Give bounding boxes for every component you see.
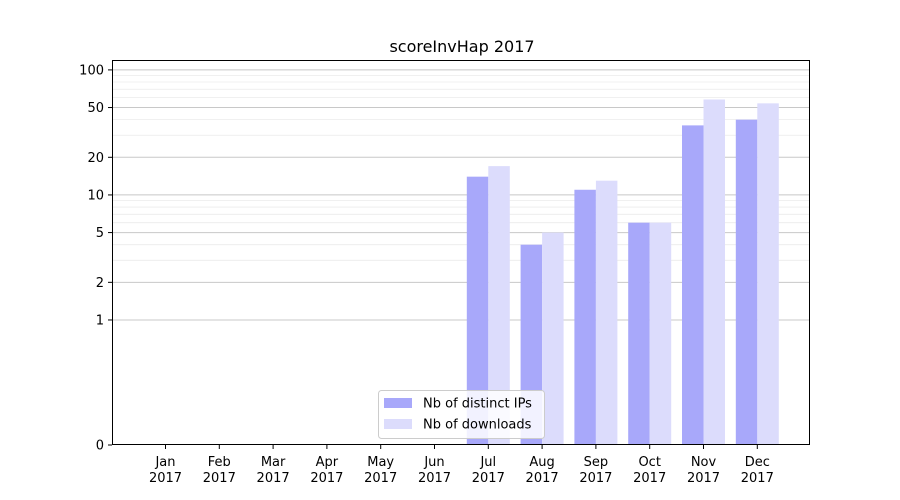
bar bbox=[574, 189, 596, 445]
x-tick-label: Dec 2017 bbox=[741, 455, 774, 486]
x-tick-label: Jul 2017 bbox=[472, 455, 505, 486]
x-tick-label: Sep 2017 bbox=[579, 455, 612, 486]
legend-label: Nb of downloads bbox=[423, 418, 532, 433]
legend-box bbox=[378, 390, 545, 439]
bar bbox=[595, 180, 618, 445]
y-tick-label: 0 bbox=[96, 439, 104, 454]
y-axis: 0 1 2 5 10 20 50 100 bbox=[79, 63, 112, 454]
plot-frame bbox=[112, 60, 810, 445]
legend-swatch bbox=[384, 398, 412, 408]
y-tick-label: 5 bbox=[96, 226, 104, 241]
y-tick-label: 50 bbox=[87, 101, 104, 116]
legend-label: Nb of distinct IPs bbox=[423, 397, 532, 412]
y-tick-label: 2 bbox=[96, 276, 104, 291]
y-tick-label: 20 bbox=[87, 151, 104, 166]
bar bbox=[649, 222, 672, 445]
chart-title: scoreInvHap 2017 bbox=[389, 37, 534, 56]
x-tick-label: Jan 2017 bbox=[149, 455, 182, 486]
bar bbox=[735, 119, 758, 446]
x-axis: Jan 2017 Feb 2017 Mar 2017 Apr 2017 May 2017 Jun 20… bbox=[149, 445, 774, 486]
x-tick-label: Mar 2017 bbox=[257, 455, 290, 486]
bar bbox=[628, 222, 650, 445]
x-tick-label: May 2017 bbox=[364, 455, 397, 486]
bar bbox=[703, 99, 725, 446]
x-tick-label: Feb 2017 bbox=[203, 455, 236, 486]
x-tick-label: Aug 2017 bbox=[526, 455, 559, 486]
bar bbox=[488, 166, 510, 445]
x-tick-label: Jun 2017 bbox=[418, 455, 451, 486]
legend: Nb of distinct IPs Nb of downloads bbox=[378, 390, 545, 439]
legend-swatch bbox=[384, 419, 412, 429]
x-tick-label: Nov 2017 bbox=[687, 455, 720, 486]
y-tick-label: 100 bbox=[79, 63, 104, 78]
y-tick-label: 1 bbox=[96, 313, 104, 328]
bar bbox=[757, 103, 779, 446]
x-tick-label: Apr 2017 bbox=[310, 455, 343, 486]
bar bbox=[682, 125, 704, 445]
bar bbox=[542, 232, 564, 445]
y-tick-label: 10 bbox=[87, 188, 104, 203]
x-tick-label: Oct 2017 bbox=[633, 455, 666, 486]
bar bbox=[466, 176, 489, 445]
